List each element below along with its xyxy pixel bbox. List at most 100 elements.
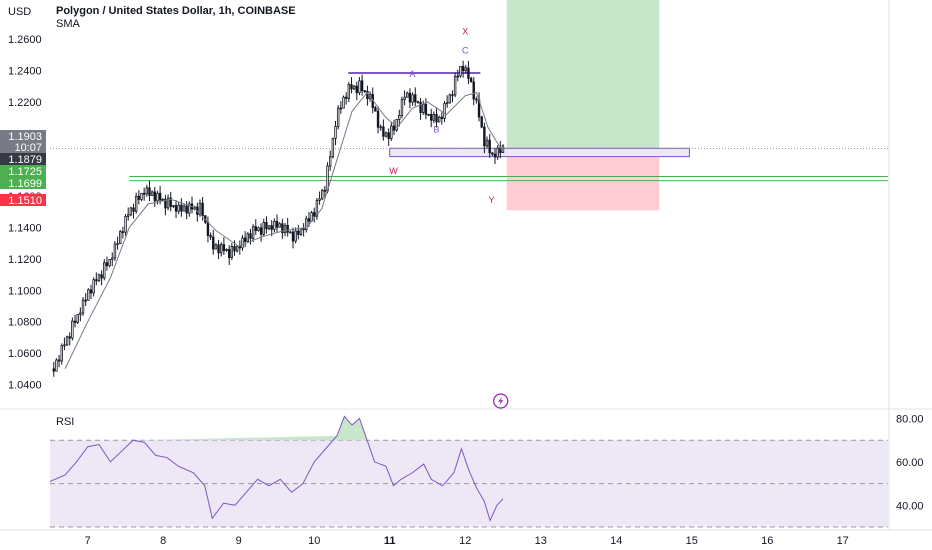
candle-up xyxy=(411,94,414,103)
time-tick-label: 12 xyxy=(459,535,471,547)
candle-down xyxy=(451,94,454,97)
candle-up xyxy=(214,244,218,250)
candle-up xyxy=(166,197,170,209)
candle-up xyxy=(299,228,303,235)
candle-up xyxy=(111,257,114,260)
candle-down xyxy=(68,336,71,339)
candle-down xyxy=(217,244,220,254)
candle-down xyxy=(148,187,151,196)
time-tick-label: 10 xyxy=(308,535,320,547)
candle-up xyxy=(103,262,106,279)
candle-up xyxy=(63,344,66,347)
time-tick-label: 11 xyxy=(384,535,396,547)
price-badge-label: 1.1903 xyxy=(8,131,42,143)
pattern-label-x: X xyxy=(462,27,468,37)
candle-up xyxy=(116,243,119,245)
candle-down xyxy=(475,98,478,101)
candle-down xyxy=(169,197,172,207)
candle-up xyxy=(390,125,393,139)
time-tick-label: 13 xyxy=(535,535,547,547)
candle-up xyxy=(161,198,164,201)
candle-up xyxy=(108,258,111,267)
pattern-label-w: W xyxy=(389,166,398,176)
candle-down xyxy=(286,224,289,233)
candle-down xyxy=(307,218,311,222)
candle-down xyxy=(313,212,316,217)
price-tick-label: 1.2600 xyxy=(8,34,42,46)
candle-up xyxy=(235,245,239,252)
candle-down xyxy=(259,227,263,235)
candle-down xyxy=(164,198,167,209)
candle-up xyxy=(315,199,319,217)
candle-down xyxy=(414,94,417,103)
time-tick-label: 9 xyxy=(236,535,242,547)
rsi-overbought-fill xyxy=(133,416,368,441)
price-badge-label: 1.1699 xyxy=(8,178,42,190)
candle-down xyxy=(84,299,87,302)
candle-down xyxy=(339,107,343,110)
candle-up xyxy=(384,132,388,137)
time-tick-label: 15 xyxy=(686,535,698,547)
candle-down xyxy=(265,222,268,230)
sma-line xyxy=(64,91,504,369)
price-badge-countdown: 10:07 xyxy=(14,142,42,154)
candle-up xyxy=(464,67,467,72)
rsi-line xyxy=(49,415,504,522)
candle-down xyxy=(488,139,491,154)
candle-down xyxy=(291,231,295,242)
candle-down xyxy=(275,220,279,228)
candle-down xyxy=(382,126,385,137)
candle-up xyxy=(79,312,82,315)
candle-up xyxy=(246,233,250,242)
candle-up xyxy=(140,192,143,200)
time-tick-label: 16 xyxy=(761,535,773,547)
price-tick-label: 1.0400 xyxy=(8,379,42,391)
candle-down xyxy=(209,235,212,238)
candle-down xyxy=(419,101,422,113)
candle-down xyxy=(363,90,366,93)
candle-down xyxy=(201,202,204,217)
candle-down xyxy=(344,96,348,99)
time-tick-label: 14 xyxy=(610,535,622,547)
time-tick-label: 17 xyxy=(837,535,849,547)
candle-down xyxy=(302,228,305,231)
candle-up xyxy=(400,99,404,116)
candle-up xyxy=(87,289,90,301)
candle-up xyxy=(453,75,457,96)
candle-down xyxy=(95,279,98,282)
candle-down xyxy=(408,92,412,103)
candle-up xyxy=(406,92,409,98)
candle-down xyxy=(387,132,390,139)
candle-up xyxy=(321,189,324,200)
price-tick-label: 1.2200 xyxy=(8,97,42,109)
candle-up xyxy=(262,222,265,235)
candle-up xyxy=(119,231,122,244)
candle-down xyxy=(249,233,252,239)
pattern-label-y: Y xyxy=(489,195,495,205)
price-badge xyxy=(0,130,46,153)
rsi-tick-label: 40.00 xyxy=(896,500,924,512)
candle-up xyxy=(456,75,459,78)
candle-up xyxy=(432,114,436,121)
pattern-label-c: C xyxy=(462,45,469,55)
candle-up xyxy=(422,103,425,113)
candle-down xyxy=(440,116,444,119)
time-axis: 7 8 9 10 11 12 13 14 15 16 17 xyxy=(85,535,849,547)
candle-down xyxy=(366,90,369,100)
candle-down xyxy=(132,207,135,212)
candle-up xyxy=(220,244,223,254)
indicator-sma-label[interactable]: SMA xyxy=(56,18,80,30)
candle-down xyxy=(281,223,284,234)
price-badge-label: 1.1510 xyxy=(8,195,42,207)
candle-up xyxy=(71,320,74,339)
candle-down xyxy=(355,85,358,94)
candle-up xyxy=(445,102,449,105)
candle-down xyxy=(142,192,146,195)
candle-down xyxy=(469,77,473,83)
price-tick-label: 1.1200 xyxy=(8,254,42,266)
price-badge xyxy=(0,165,46,177)
candle-down xyxy=(480,116,483,128)
rsi-label[interactable]: RSI xyxy=(56,416,75,428)
